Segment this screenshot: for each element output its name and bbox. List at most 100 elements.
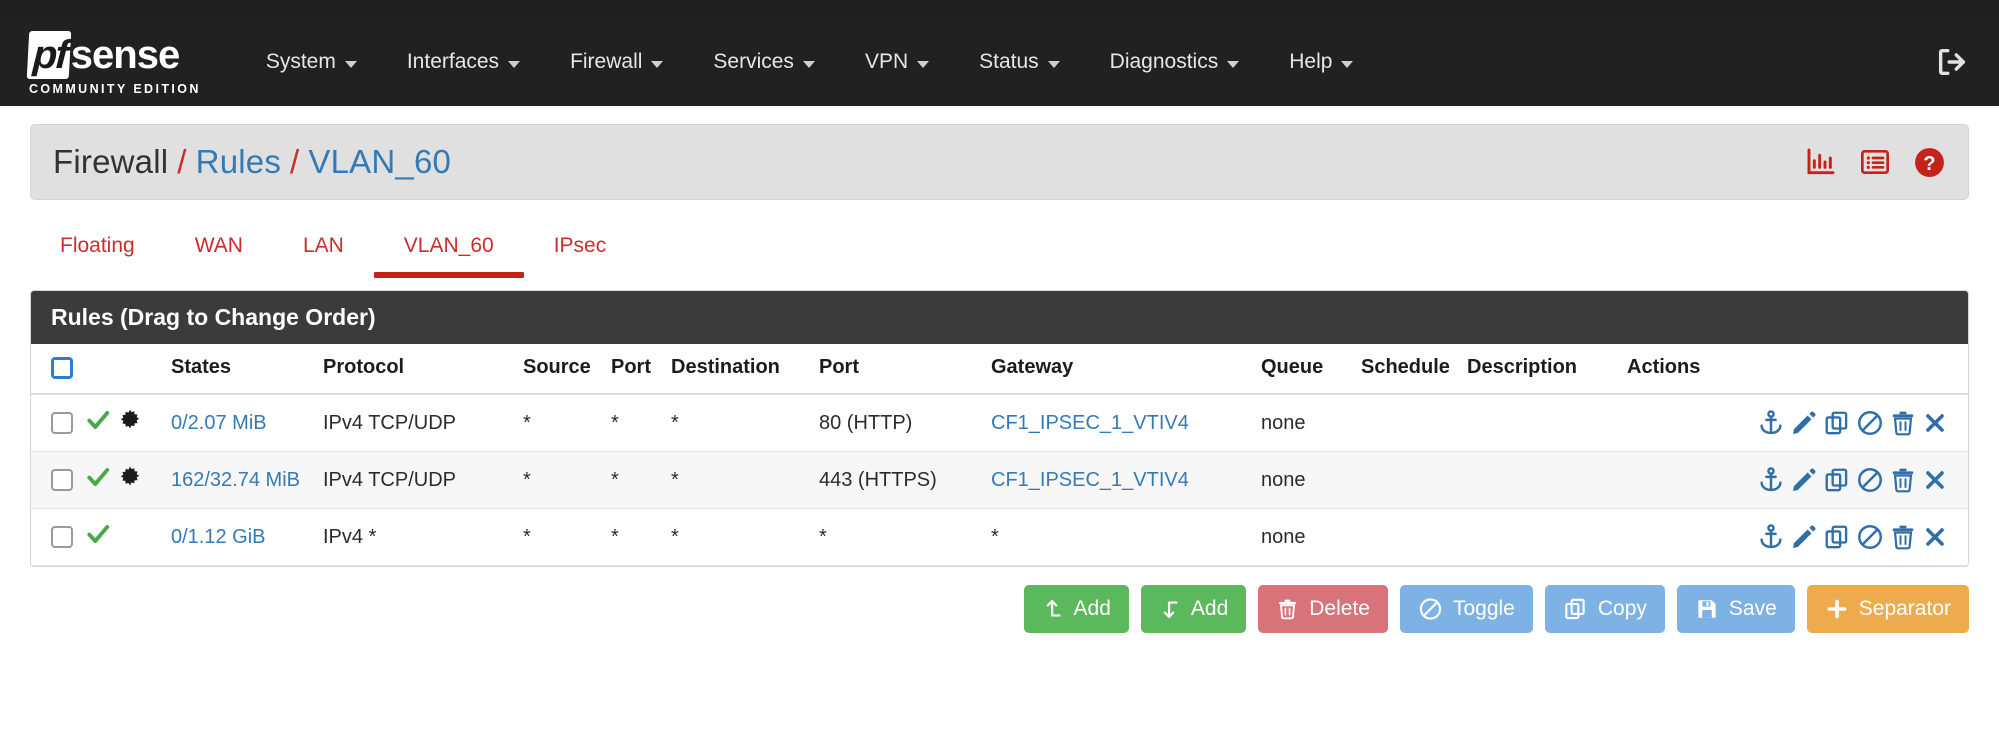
pfsense-logo[interactable]: pf sense COMMUNITY EDITION [26,30,201,96]
brand-pf-mark: pf [26,30,72,79]
add-rule-bottom-button[interactable]: Add [1140,585,1247,633]
tab-wan[interactable]: WAN [165,234,273,278]
nav-item-help[interactable]: Help [1264,18,1378,106]
table-row[interactable]: 162/32.74 MiB IPv4 TCP/UDP * * * 443 (HT… [31,451,1968,509]
save-button[interactable]: Save [1676,585,1795,633]
header-states[interactable]: States [165,344,317,395]
toggle-button[interactable]: Toggle [1399,585,1533,633]
nav-item-vpn[interactable]: VPN [840,18,954,106]
breadcrumb-area: Firewall / Rules / VLAN_60 [0,106,1999,200]
gateway-link[interactable]: CF1_IPSEC_1_VTIV4 [991,411,1189,434]
tab-ipsec[interactable]: IPsec [524,234,637,278]
tab-vlan-60[interactable]: VLAN_60 [373,234,524,278]
nav-item-interfaces-label: Interfaces [406,50,500,73]
advanced-gear-icon[interactable] [118,465,142,495]
remove-x-icon[interactable] [1922,467,1948,493]
row-dest-port: 80 (HTTP) [813,394,985,452]
states-link[interactable]: 0/1.12 GiB [171,525,266,548]
trash-icon [1276,596,1299,622]
header-source-port[interactable]: Port [605,344,665,395]
copy-icon[interactable] [1823,409,1851,437]
header-destination[interactable]: Destination [665,344,813,395]
gateway-link[interactable]: CF1_IPSEC_1_VTIV4 [991,468,1189,491]
row-select-cell [31,451,79,509]
pass-check-icon[interactable] [85,464,111,496]
header-select-all [31,344,79,395]
edit-pencil-icon[interactable] [1790,409,1818,437]
arrow-up-icon [1042,596,1064,622]
header-gateway[interactable]: Gateway [985,344,1255,395]
breadcrumb-rules-link[interactable]: Rules [195,143,282,180]
row-destination: * [665,394,813,452]
delete-button[interactable]: Delete [1258,585,1388,633]
pass-check-icon[interactable] [85,407,111,439]
chart-bar-icon[interactable] [1805,146,1837,178]
table-row[interactable]: 0/1.12 GiB IPv4 * * * * * * none [31,508,1968,566]
row-select-checkbox[interactable] [51,469,73,492]
row-source: * [517,451,605,509]
row-schedule [1355,394,1461,452]
delete-trash-icon[interactable] [1889,409,1917,437]
anchor-icon[interactable] [1757,523,1785,551]
list-log-icon[interactable] [1859,146,1891,178]
rules-panel-title: Rules (Drag to Change Order) [31,291,1968,344]
header-source[interactable]: Source [517,344,605,395]
edit-pencil-icon[interactable] [1790,466,1818,494]
delete-trash-icon[interactable] [1889,466,1917,494]
header-status [79,344,165,395]
header-queue[interactable]: Queue [1255,344,1355,395]
nav-item-system[interactable]: System [241,18,382,106]
tab-floating[interactable]: Floating [30,234,165,278]
svg-text:?: ? [1923,152,1935,174]
copy-icon[interactable] [1823,523,1851,551]
rules-table-header: States Protocol Source Port Destination … [31,344,1968,395]
row-select-checkbox[interactable] [51,526,73,549]
nav-item-firewall[interactable]: Firewall [545,18,688,106]
nav-item-status[interactable]: Status [954,18,1085,106]
window-top-strip [0,0,1999,18]
delete-trash-icon[interactable] [1889,523,1917,551]
copy-button[interactable]: Copy [1544,585,1665,633]
row-action-group [1627,409,1962,437]
edit-pencil-icon[interactable] [1790,523,1818,551]
separator-button[interactable]: Separator [1806,585,1969,633]
toggle-button-label: Toggle [1452,597,1515,620]
row-states-cell: 0/2.07 MiB [165,394,317,452]
pass-check-icon[interactable] [85,521,111,553]
nav-item-help-label: Help [1289,50,1333,73]
breadcrumb-separator: / [290,143,300,180]
help-circle-icon[interactable]: ? [1913,146,1946,179]
row-select-cell [31,394,79,452]
anchor-icon[interactable] [1757,466,1785,494]
ban-icon [1418,596,1443,622]
remove-x-icon[interactable] [1922,524,1948,550]
select-all-checkbox[interactable] [51,356,73,379]
header-schedule[interactable]: Schedule [1355,344,1461,395]
add-rule-top-button[interactable]: Add [1023,585,1129,633]
brand-subtitle: COMMUNITY EDITION [29,81,201,96]
separator-button-label: Separator [1858,597,1951,620]
table-row[interactable]: 0/2.07 MiB IPv4 TCP/UDP * * * 80 (HTTP) … [31,394,1968,452]
anchor-icon[interactable] [1757,409,1785,437]
copy-icon[interactable] [1823,466,1851,494]
states-link[interactable]: 162/32.74 MiB [171,468,300,491]
row-gateway: * [985,508,1255,566]
tab-lan[interactable]: LAN [273,234,374,278]
breadcrumb-current-interface[interactable]: VLAN_60 [308,143,452,180]
row-select-checkbox[interactable] [51,412,73,435]
firewall-rules-table: States Protocol Source Port Destination … [31,344,1968,566]
chevron-down-icon [802,60,815,68]
logout-icon[interactable] [1935,45,1969,79]
nav-item-services[interactable]: Services [688,18,840,106]
remove-x-icon[interactable] [1922,410,1948,436]
states-link[interactable]: 0/2.07 MiB [171,411,267,434]
nav-item-diagnostics[interactable]: Diagnostics [1085,18,1265,106]
disable-ban-icon[interactable] [1856,466,1884,494]
header-protocol[interactable]: Protocol [317,344,517,395]
header-description[interactable]: Description [1461,344,1621,395]
nav-item-interfaces[interactable]: Interfaces [382,18,545,106]
disable-ban-icon[interactable] [1856,523,1884,551]
header-dest-port[interactable]: Port [813,344,985,395]
advanced-gear-icon[interactable] [118,408,142,438]
disable-ban-icon[interactable] [1856,409,1884,437]
